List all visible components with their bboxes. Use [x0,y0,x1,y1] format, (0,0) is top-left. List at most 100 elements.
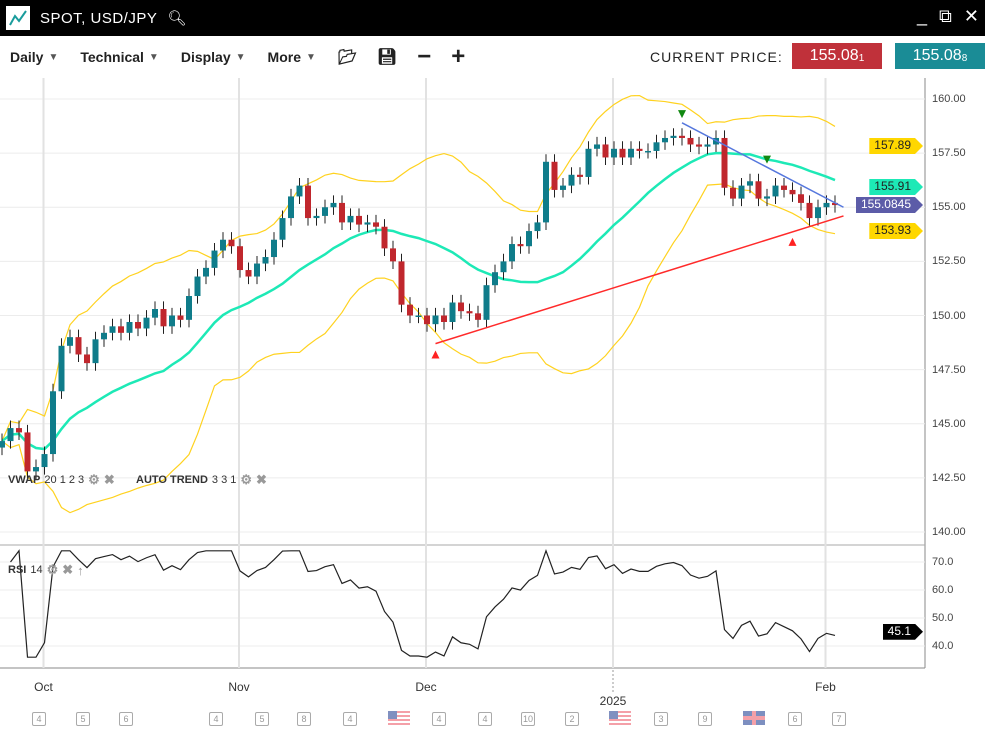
candle-body [305,185,311,219]
candle-body [662,137,668,143]
calendar-event-icon[interactable]: 7 [832,712,846,726]
close-icon[interactable]: ✕ [963,6,979,26]
y-tick-label: 152.50 [932,255,966,268]
save-icon[interactable]: 💾︎ [376,49,398,66]
calendar-event-icon[interactable]: 6 [788,712,802,726]
buy-price-button[interactable]: 155.08 8 [895,43,985,69]
gear-icon[interactable]: ⚙ [88,472,100,487]
menu-daily[interactable]: Daily ▼ [10,49,58,65]
calendar-event-icon[interactable]: 10 [521,712,535,726]
candle-body [398,261,405,305]
candle-body [568,174,575,186]
menu-label: Technical [80,49,144,65]
y-tick-label: 157.50 [932,147,966,160]
calendar-event-icon[interactable]: 3 [654,712,668,726]
y-tick-label: 147.50 [932,363,966,376]
candle-body [645,150,651,153]
arrow-up-icon[interactable]: ↑ [77,562,84,578]
candle-body [764,196,770,199]
close-icon[interactable]: ✖ [103,472,115,487]
candle-body [58,345,65,392]
candle-body [254,263,260,277]
calendar-event-icon[interactable]: 5 [255,712,269,726]
candle-body [126,321,133,333]
candle-body [772,185,779,197]
calendar-event-icon[interactable]: 4 [32,712,46,726]
candle-body [602,144,609,158]
calendar-event-icon[interactable]: 4 [209,712,223,726]
candle-body [526,231,532,247]
candle-body [262,257,269,264]
close-icon[interactable]: ✖ [62,562,74,577]
search-icon[interactable]: 🔍︎ [167,10,187,27]
candle-body [730,187,736,199]
calendar-event-icon[interactable]: 5 [76,712,90,726]
open-folder-icon[interactable]: 📂︎ [337,49,357,66]
calendar-event-icon[interactable]: 8 [297,712,311,726]
bid-price: 155.08 [809,47,859,64]
calendar-event-icon[interactable]: 6 [119,712,133,726]
zoom-in-icon[interactable]: + [451,43,466,70]
candle-body [551,161,558,190]
candle-body [475,313,481,320]
candle-body [543,161,549,223]
candle-body [220,239,226,251]
candle-body [347,215,354,223]
candle-body [271,239,277,258]
candle-body [449,302,456,322]
ask-price: 155.08 [912,47,962,64]
candle-body [381,226,388,249]
x-tick-label: Nov [228,680,250,694]
calendar-event-icon[interactable]: 2 [565,712,579,726]
menu-display[interactable]: Display ▼ [181,49,246,65]
candle-body [628,148,634,158]
candle-body [92,339,99,364]
uk-flag-icon[interactable] [743,711,765,725]
candle-body [721,137,728,188]
candle-body [407,304,413,316]
caret-down-icon: ▼ [148,51,159,63]
rsi-tick-label: 70.0 [932,556,954,568]
candle-body [466,311,473,314]
pivot-high-marker [678,110,686,119]
candle-body [135,321,141,329]
popout-icon[interactable]: ⧉ [939,6,952,26]
calendar-event-icon[interactable]: 9 [698,712,712,726]
close-icon[interactable]: ✖ [256,472,267,487]
gear-icon[interactable]: ⚙ [240,472,253,487]
candle-body [594,144,600,149]
menu-technical[interactable]: Technical ▼ [80,49,158,65]
sell-price-button[interactable]: 155.08 1 [792,43,882,69]
candle-body [177,315,184,320]
calendar-event-icon[interactable]: 4 [343,712,357,726]
zoom-out-icon[interactable]: − [417,43,432,70]
candle-body [313,215,320,219]
candle-body [492,272,498,286]
candle-body [364,222,371,225]
us-flag-icon[interactable] [609,711,631,725]
y-tick-label: 142.50 [932,471,966,484]
candle-body [322,207,328,216]
candle-body [483,285,490,320]
gear-icon[interactable]: ⚙ [46,562,59,577]
candle-body [186,296,192,320]
indicator-name: RSI [8,564,27,576]
candle-body [101,332,107,340]
minimize-icon[interactable]: _ [917,6,928,26]
candle-body [41,454,48,468]
us-flag-icon[interactable] [388,711,410,725]
menu-more[interactable]: More ▼ [268,49,316,65]
candle-body [815,207,821,219]
trend-line [435,215,844,345]
candle-body [500,261,507,273]
candle-body [696,144,702,147]
candle-body [50,391,56,455]
caret-down-icon: ▼ [235,51,246,63]
pivot-low-marker [788,237,797,246]
calendar-event-icon[interactable]: 4 [432,712,446,726]
menu-label: Daily [10,49,44,65]
calendar-event-icon[interactable]: 4 [478,712,492,726]
candle-body [415,315,422,317]
y-tick-label: 150.00 [932,309,966,322]
